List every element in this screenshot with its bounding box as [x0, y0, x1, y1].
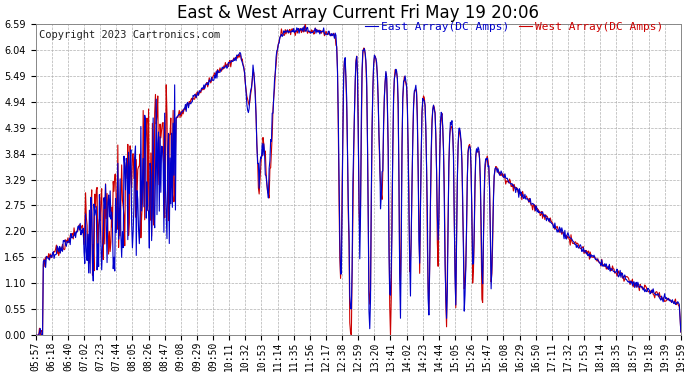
East Array(DC Amps): [677, 330, 685, 334]
West Array(DC Amps): [32, 333, 40, 338]
Legend: East Array(DC Amps), West Array(DC Amps): East Array(DC Amps), West Array(DC Amps): [360, 18, 668, 36]
East Array(DC Amps): [300, 24, 308, 28]
East Array(DC Amps): [503, 176, 511, 180]
West Array(DC Amps): [503, 180, 511, 184]
West Array(DC Amps): [677, 330, 685, 334]
East Array(DC Amps): [581, 249, 589, 254]
West Array(DC Amps): [339, 133, 347, 138]
Line: East Array(DC Amps): East Array(DC Amps): [36, 26, 681, 335]
East Array(DC Amps): [201, 86, 209, 91]
West Array(DC Amps): [487, 280, 495, 284]
West Array(DC Amps): [549, 224, 558, 228]
Line: West Array(DC Amps): West Array(DC Amps): [36, 24, 681, 335]
East Array(DC Amps): [339, 131, 347, 136]
West Array(DC Amps): [301, 21, 309, 26]
East Array(DC Amps): [549, 225, 558, 229]
East Array(DC Amps): [32, 333, 40, 338]
West Array(DC Amps): [201, 86, 209, 91]
West Array(DC Amps): [581, 248, 589, 253]
East Array(DC Amps): [487, 286, 495, 291]
Text: Copyright 2023 Cartronics.com: Copyright 2023 Cartronics.com: [39, 30, 220, 40]
Title: East & West Array Current Fri May 19 20:06: East & West Array Current Fri May 19 20:…: [177, 4, 540, 22]
